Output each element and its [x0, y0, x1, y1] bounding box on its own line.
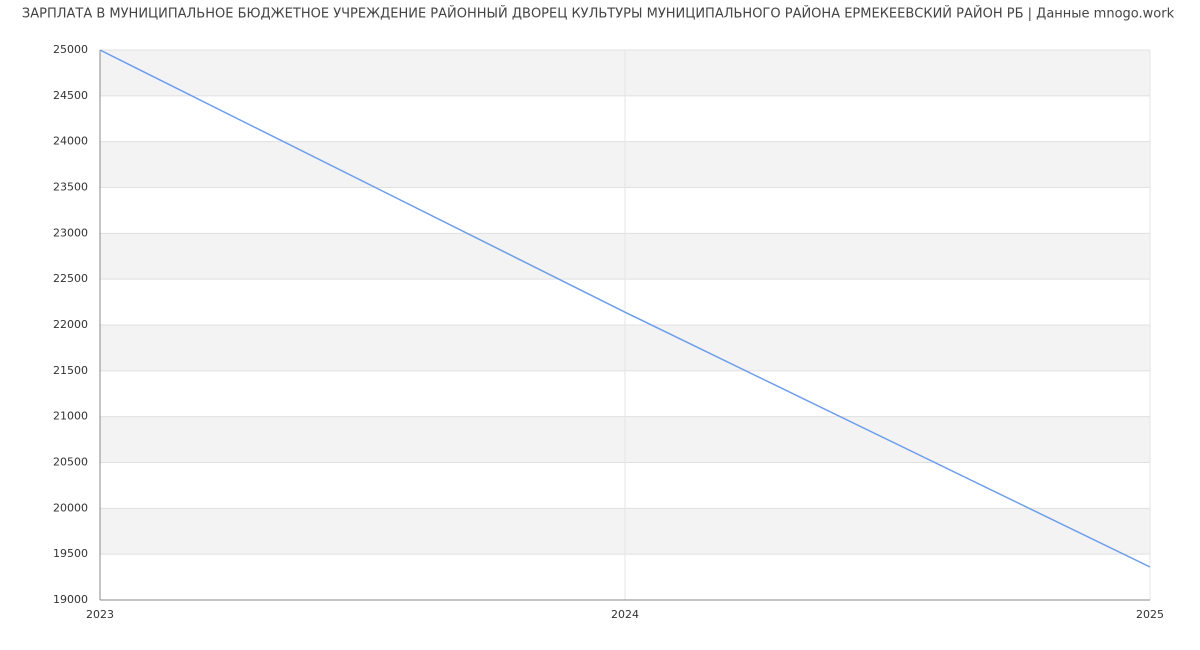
y-tick-label: 20000: [53, 501, 88, 514]
x-tick-label: 2024: [611, 608, 639, 621]
y-tick-label: 24500: [53, 89, 88, 102]
y-tick-label: 21500: [53, 364, 88, 377]
chart-title: ЗАРПЛАТА В МУНИЦИПАЛЬНОЕ БЮДЖЕТНОЕ УЧРЕЖ…: [22, 6, 1175, 22]
line: [99, 49, 1151, 568]
y-tick-label: 19000: [53, 593, 88, 606]
y-tick-label: 22500: [53, 272, 88, 285]
y-tick-label: 19500: [53, 547, 88, 560]
x-tick-label: 2025: [1136, 608, 1164, 621]
y-tick-label: 22000: [53, 318, 88, 331]
y-tick-label: 24000: [53, 135, 88, 148]
y-tick-label: 21000: [53, 410, 88, 423]
x-tick-label: 2023: [86, 608, 114, 621]
y-tick-label: 20500: [53, 456, 88, 469]
y-tick-label: 23500: [53, 181, 88, 194]
y-tick-label: 23000: [53, 226, 88, 239]
y-tick-label: 25000: [53, 43, 88, 56]
